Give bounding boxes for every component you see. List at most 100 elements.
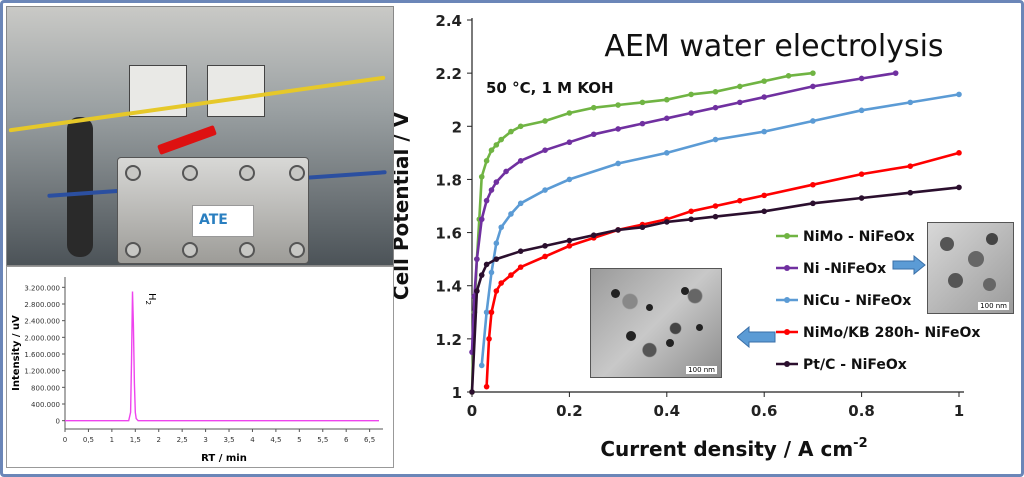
data-point [688, 110, 694, 116]
legend-label: Ni -NiFeOx [803, 261, 886, 277]
bolt [239, 242, 255, 258]
data-point [517, 123, 524, 130]
chrom-y-tick-label: 0 [56, 418, 60, 426]
legend-entry: NiMo - NiFeOx [776, 229, 915, 245]
data-point [712, 203, 719, 209]
arrow-left-icon [737, 326, 776, 348]
data-point [498, 224, 505, 231]
data-point [488, 187, 495, 193]
data-point [785, 73, 792, 79]
data-point [478, 216, 485, 223]
data-point [542, 118, 548, 124]
y-tick-label: 1.8 [435, 171, 462, 189]
data-point [488, 147, 495, 153]
chrom-x-tick-label: 0,5 [83, 436, 94, 444]
data-point [493, 288, 500, 294]
particle [681, 287, 689, 295]
y-axis-label: Cell Potential / V [394, 111, 413, 300]
data-point [712, 136, 719, 143]
particle [983, 278, 996, 291]
data-point [956, 91, 962, 98]
data-point [488, 309, 495, 316]
data-point [858, 171, 865, 177]
data-point [664, 115, 670, 122]
y-tick-label: 1 [452, 384, 462, 402]
data-point [761, 78, 767, 84]
x-tick-label: 1 [954, 402, 964, 420]
polarization-chart: AEM water electrolysis 50 °C, 1 M KOH 1 1… [394, 12, 980, 461]
chrom-x-tick-label: 5 [297, 436, 301, 444]
series-1 [469, 70, 899, 355]
x-tick-label: 0.6 [751, 402, 778, 420]
particle [940, 237, 954, 251]
y-tick-label: 1.2 [435, 331, 462, 349]
legend-label: NiMo - NiFeOx [803, 229, 915, 245]
data-point [688, 208, 694, 215]
data-point [483, 158, 490, 164]
data-point [498, 280, 505, 286]
data-point [761, 208, 767, 215]
data-point [590, 104, 597, 111]
series-line [470, 71, 896, 353]
data-point [810, 83, 816, 90]
x-tick-label: 0.4 [654, 402, 681, 420]
data-point [615, 102, 621, 108]
data-point [483, 261, 490, 268]
y-tick-label: 2 [452, 118, 462, 136]
chart-title: AEM water electrolysis [604, 29, 943, 64]
data-point [737, 99, 743, 106]
data-point [858, 195, 865, 201]
chrom-x-tick-label: 3,5 [223, 436, 234, 444]
chrom-y-tick-label: 2.800.000 [24, 301, 60, 309]
chrom-y-tick-label: 2.400.000 [24, 318, 60, 326]
data-point [810, 200, 816, 207]
data-point [469, 389, 475, 395]
bolt [182, 242, 198, 258]
data-point [566, 110, 573, 116]
data-point [907, 163, 914, 169]
data-point [761, 94, 767, 100]
legend-label: NiMo/KB 280h- NiFeOx [803, 325, 980, 341]
legend-marker [784, 329, 790, 335]
data-point [542, 243, 548, 249]
chrom-x-tick-label: 0 [63, 436, 67, 444]
data-point [488, 269, 495, 276]
hose-black [67, 117, 93, 257]
data-point [517, 200, 524, 207]
tem-image-small: 100 nm [927, 222, 1014, 314]
data-point [566, 243, 573, 249]
tem-image-large: 100 nm [590, 268, 722, 378]
data-point [508, 272, 514, 278]
data-point [615, 160, 621, 167]
data-point [566, 139, 573, 146]
chrom-x-tick-label: 1 [110, 436, 114, 444]
data-point [712, 104, 719, 111]
x-tick-label: 0.8 [848, 402, 875, 420]
y-tick-label: 2.2 [435, 65, 462, 83]
chrom-x-tick-label: 4 [250, 436, 255, 444]
bolt [125, 242, 141, 258]
chrom-y-tick-label: 400.000 [31, 401, 60, 409]
legend-entry: NiCu - NiFeOx [776, 293, 911, 309]
particle [986, 233, 998, 245]
chrom-x-tick-label: 6 [344, 436, 349, 444]
chrom-y-tick-label: 1.600.000 [24, 351, 60, 359]
data-point [664, 96, 670, 103]
ate-logo: ATE [192, 205, 254, 237]
series-line [485, 151, 960, 387]
y-tick-label: 1.4 [435, 278, 462, 296]
data-point [639, 120, 646, 127]
data-point [810, 181, 816, 188]
data-point [688, 91, 694, 98]
data-point [486, 336, 492, 342]
data-point [761, 128, 767, 135]
data-point [615, 227, 621, 233]
flow-meter-right [207, 65, 265, 117]
data-point [483, 309, 490, 316]
bolt [125, 165, 141, 181]
data-point [664, 219, 670, 225]
data-point [483, 197, 490, 204]
electrolyzer-photo: ATE [6, 6, 394, 266]
legend-entry: Ni -NiFeOx [776, 261, 886, 277]
legend-label: NiCu - NiFeOx [803, 293, 911, 309]
